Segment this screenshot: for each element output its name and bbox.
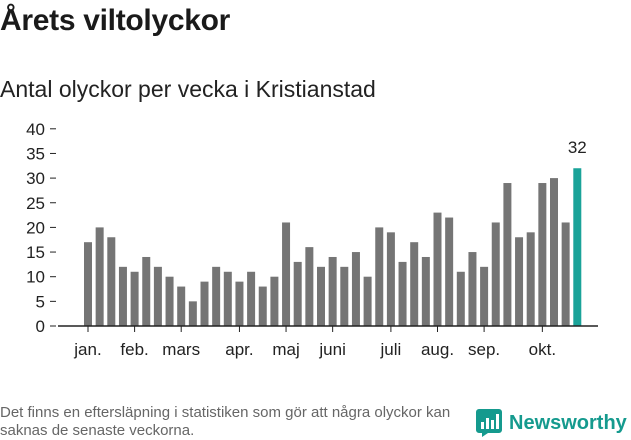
bar xyxy=(491,222,500,326)
bar xyxy=(456,271,465,326)
bar xyxy=(142,256,151,326)
newsworthy-logo-icon xyxy=(476,409,502,437)
brand-name: Newsworthy xyxy=(509,411,627,434)
x-tick-label: sep. xyxy=(468,340,500,359)
x-tick-label: apr. xyxy=(225,340,253,359)
bar xyxy=(95,227,104,326)
bar xyxy=(84,242,92,326)
y-tick-label: 30 xyxy=(26,169,45,188)
bar xyxy=(188,301,197,326)
bar xyxy=(328,256,337,326)
x-tick-label: feb. xyxy=(120,340,148,359)
bar xyxy=(258,286,267,326)
bar xyxy=(153,266,162,326)
y-tick-label: 35 xyxy=(26,144,45,163)
bar xyxy=(561,222,570,326)
y-tick-label: 10 xyxy=(26,268,45,287)
bar xyxy=(410,242,419,326)
bar xyxy=(305,247,314,326)
bar xyxy=(340,266,349,326)
y-tick-label: 0 xyxy=(36,317,45,336)
bar xyxy=(235,281,244,326)
bar xyxy=(247,271,256,326)
x-tick-label: aug. xyxy=(421,340,454,359)
bar xyxy=(433,212,442,326)
bar xyxy=(445,217,454,326)
bar xyxy=(398,261,407,326)
bar-chart: 0 5 10 15 20 25 30 35 40 32 jan. feb. mars apr. maj jun… xyxy=(26,120,598,359)
bar xyxy=(503,183,512,326)
bar xyxy=(515,237,524,326)
bar xyxy=(375,227,384,326)
bar xyxy=(480,266,489,326)
brand[interactable]: Newsworthy xyxy=(476,408,627,438)
y-tick-label: 5 xyxy=(36,292,45,311)
x-tick-label: mars xyxy=(162,340,200,359)
y-tick-label: 40 xyxy=(26,120,45,139)
highlight-value-label: 32 xyxy=(568,138,587,157)
bar xyxy=(223,271,232,326)
bar xyxy=(421,256,430,326)
x-tick-label: jan. xyxy=(73,340,101,359)
highlighted-bar xyxy=(573,168,582,326)
bar xyxy=(317,266,325,326)
bar xyxy=(130,271,139,326)
bar xyxy=(363,276,372,326)
x-tick-label: maj xyxy=(272,340,299,359)
bar xyxy=(107,237,116,326)
bar xyxy=(468,252,477,326)
y-tick-label: 20 xyxy=(26,218,45,237)
bar xyxy=(212,266,221,326)
footnote: Det finns en eftersläpning i statistiken… xyxy=(0,404,451,439)
x-tick-label: okt. xyxy=(529,340,556,359)
bar xyxy=(200,281,209,326)
y-tick-label: 25 xyxy=(26,194,45,213)
chart-subtitle: Antal olyckor per vecka i Kristianstad xyxy=(0,76,376,102)
bar xyxy=(177,286,186,326)
bar xyxy=(351,252,360,326)
bar xyxy=(282,222,291,326)
bar xyxy=(293,261,302,326)
chart-title: Årets viltolyckor xyxy=(0,4,230,37)
bar xyxy=(118,266,127,326)
bar xyxy=(538,183,547,326)
y-tick-label: 15 xyxy=(26,243,45,262)
bar xyxy=(165,276,174,326)
bar xyxy=(526,232,535,326)
bar xyxy=(270,276,279,326)
x-tick-label: juni xyxy=(318,340,345,359)
bar xyxy=(386,232,395,326)
bar xyxy=(550,178,558,326)
x-tick-label: juli xyxy=(380,340,402,359)
